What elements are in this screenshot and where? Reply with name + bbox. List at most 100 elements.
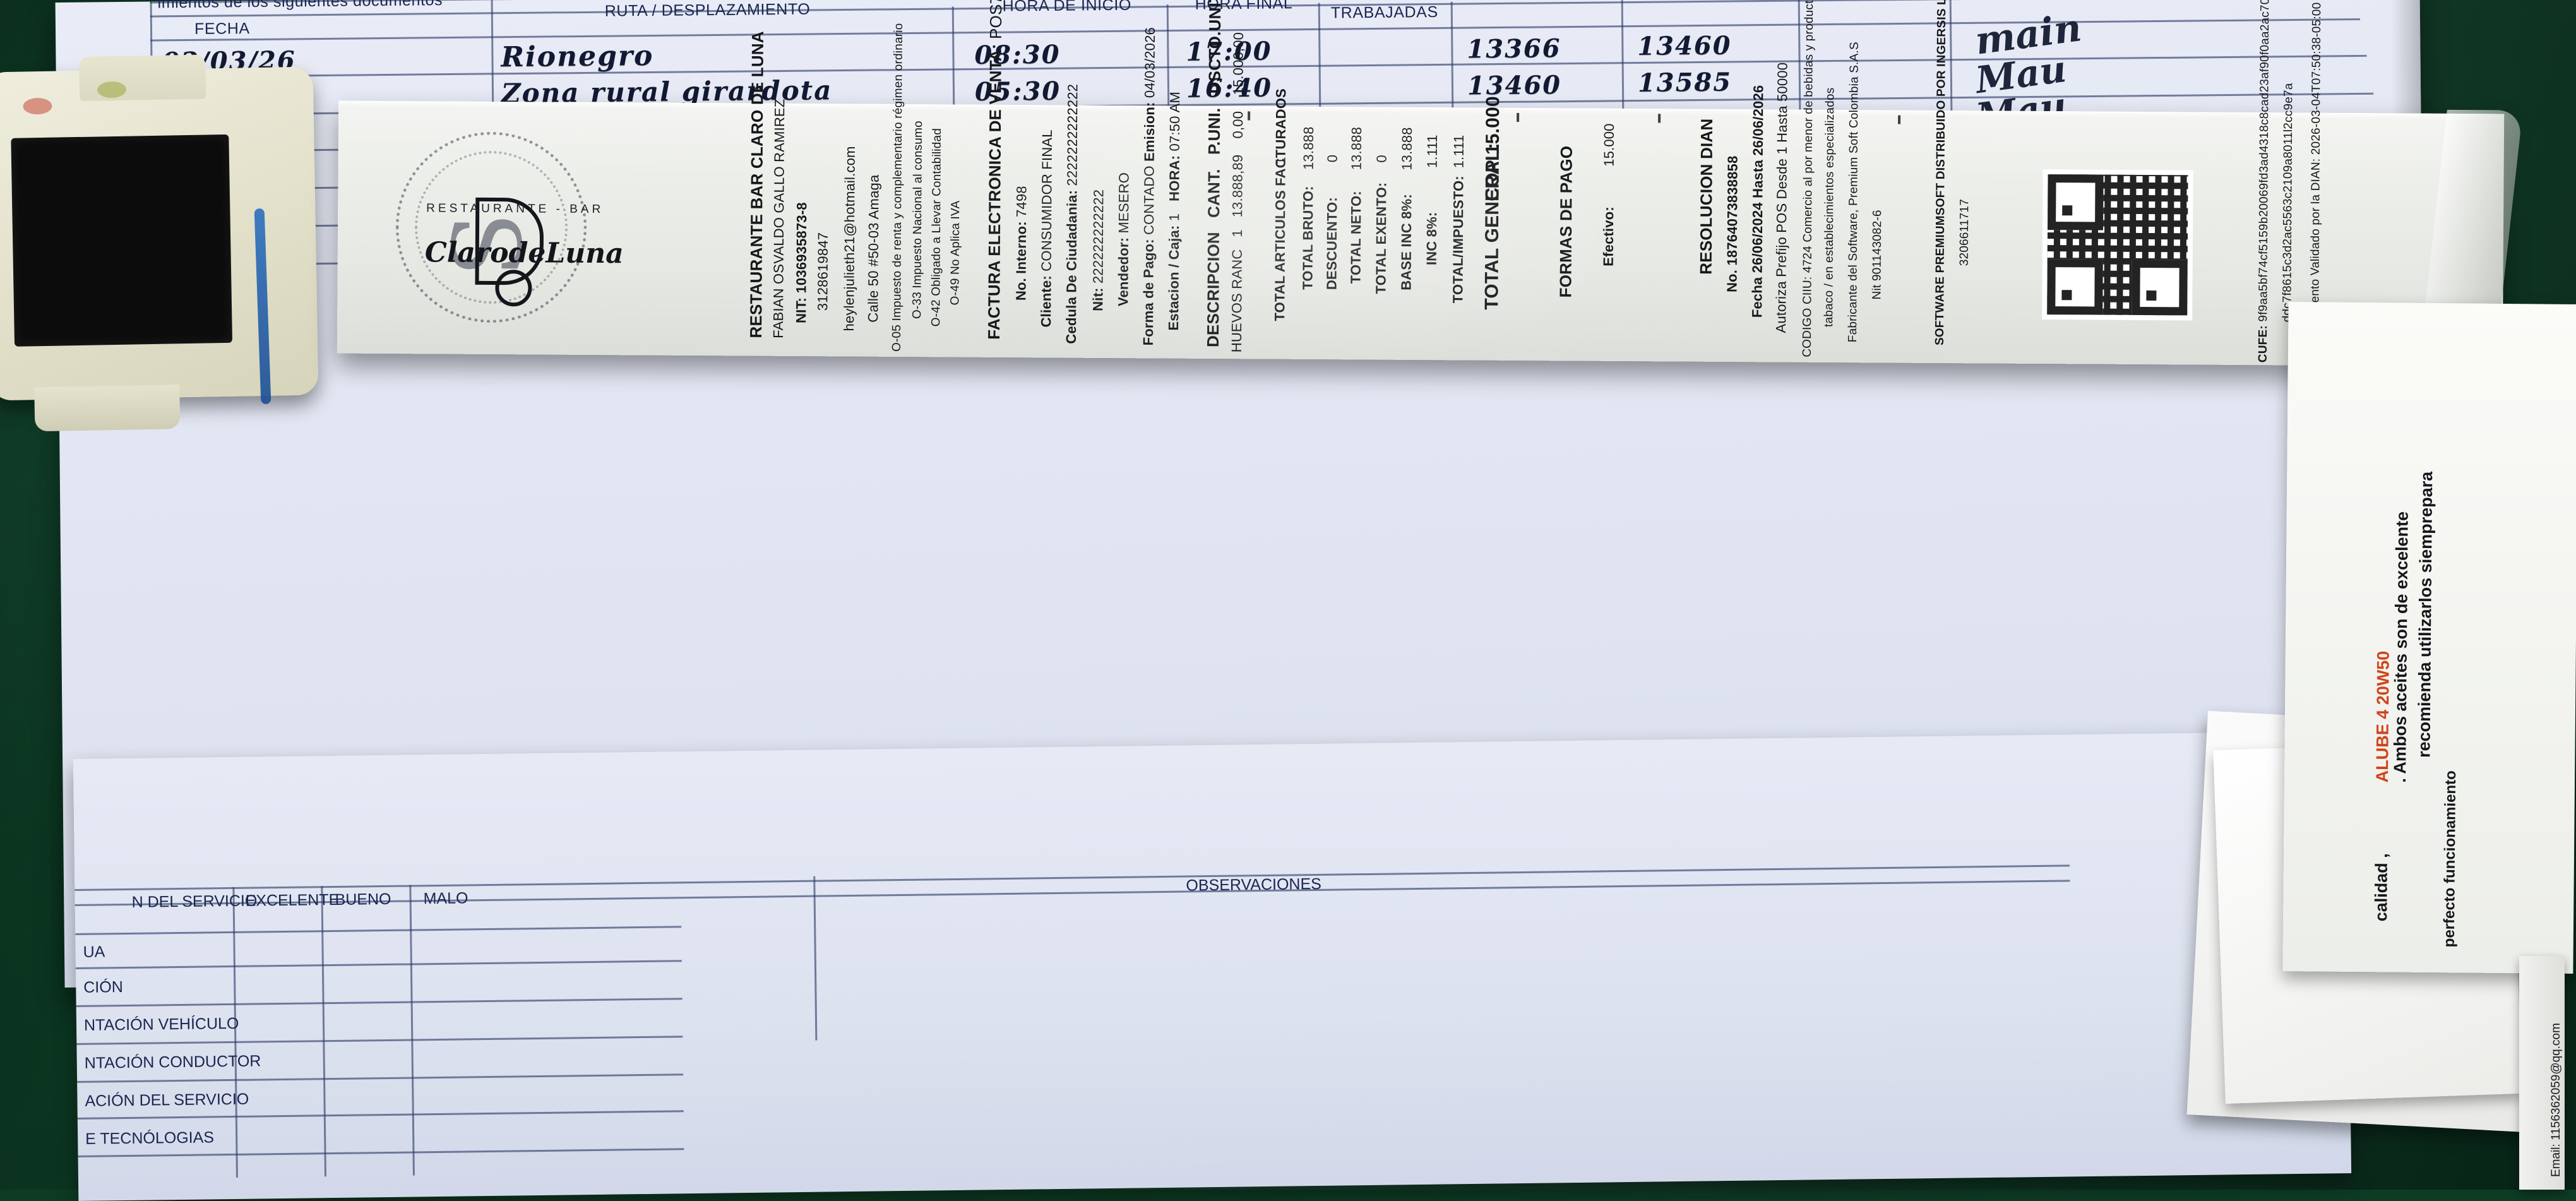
- logo-subtitle: RESTAURANTE - BAR: [426, 201, 604, 217]
- internal-number: No. Interno: 7498: [1013, 186, 1030, 301]
- eval-row-label: E TECNÓLOGIAS: [85, 1128, 215, 1148]
- software-maker: Fabricante del Software, Premium Soft Co…: [1846, 42, 1861, 343]
- payment-value: CONTADO: [1140, 165, 1157, 236]
- header-descripcion: DESCRIPCION: [1203, 232, 1224, 348]
- payment-value: 15.000: [1601, 123, 1618, 167]
- item-row: HUEVOS RANC 1 13.888,89 0,00 15.000,00: [1229, 32, 1247, 353]
- header-cant: CANT.: [1204, 169, 1224, 218]
- internal-value: 7498: [1013, 186, 1030, 218]
- qr-pattern: [2047, 174, 2188, 316]
- invoice-title: FACTURA ELECTRONICA DE VENTA: POS7498: [984, 0, 1006, 340]
- flyer-line-3: calidad ,: [2371, 853, 2392, 922]
- emission-label: Emision:: [1141, 102, 1158, 162]
- dashed-separator: [1896, 115, 1901, 358]
- flyer-line-2: recomienda utilizarlos siemprepara: [2414, 471, 2436, 758]
- dian-prefix: Autoriza Prefijo POS Desde 1 Hasta 50000: [1773, 62, 1791, 333]
- total-value: 13.888: [1348, 126, 1365, 170]
- internal-label: No. Interno:: [1013, 221, 1030, 301]
- qr-finder-bl: [2132, 259, 2188, 316]
- clipboard[interactable]: [0, 54, 319, 432]
- total-value: 0: [1373, 155, 1390, 163]
- table-line: [75, 960, 682, 969]
- payment-label: Forma de Pago:: [1140, 239, 1157, 346]
- items-header: DESCRIPCION CANT. P.UNI. DSCTO.UNIT. MON: [1203, 0, 1225, 347]
- nit-label: Nit:: [1090, 287, 1106, 311]
- regime-line: O-33 Impuesto Nacional al consumo: [910, 121, 926, 320]
- total-articulos-row: TOTAL ARTICULOS FACTURADOS: [1272, 88, 1289, 321]
- cell-km-inicial: 13460: [1467, 70, 1562, 101]
- cedula-value: 2222222222222: [1064, 83, 1081, 186]
- emission-value: 04/03/2026: [1142, 27, 1158, 99]
- distributor-phone: 3206611717: [1957, 198, 1972, 266]
- invoice-title-label: FACTURA ELECTRONICA DE VENTA:: [984, 44, 1005, 340]
- total-articulos-value: 1: [1272, 157, 1289, 165]
- pos-receipt: S ClarodeLuna RESTAURANTE - BAR RESTAURA…: [337, 0, 2523, 371]
- regime-line: O-49 No Aplica IVA: [948, 200, 963, 306]
- station-label: Estacion / Caja:: [1166, 225, 1183, 331]
- client-label: Cliente:: [1038, 275, 1054, 328]
- clipboard-foot: [34, 385, 181, 432]
- column-header-fecha: FECHA: [194, 20, 250, 38]
- eval-row-label: NTACIÓN CONDUCTOR: [84, 1052, 261, 1072]
- cedula-label: Cedula De Ciudadania:: [1063, 189, 1080, 344]
- rating-column-malo: MALO: [423, 889, 468, 908]
- qr-finder-tl: [2047, 259, 2103, 315]
- business-email: heylenjulieth21@hotmail.com: [841, 146, 858, 332]
- flyer-line-1: . Ambos aceites son de excelente: [2390, 511, 2412, 783]
- table-line: [77, 1110, 684, 1120]
- eval-row-label: UA: [83, 943, 105, 961]
- eval-row-label: CIÓN: [83, 978, 123, 996]
- promo-flyer: ALUBE 4 20W50 . Ambos aceites son de exc…: [2282, 302, 2576, 974]
- software-distributor: SOFTWARE PREMIUMSOFT DISTRIBUIDO POR ING…: [1933, 0, 1949, 346]
- eval-row-label: ACIÓN DEL SERVICIO: [85, 1090, 249, 1110]
- clipboard-clip[interactable]: [79, 54, 206, 101]
- total-label: TOTAL/IMPUESTO:: [1450, 176, 1467, 304]
- client-value: CONSUMIDOR FINAL: [1038, 129, 1055, 272]
- business-nit: NIT: 1036935873-8: [793, 202, 810, 324]
- logo-name: ClarodeLuna: [424, 236, 624, 270]
- cufe-line-1: CUFE: 9f9aa5bf74cf5159b20069fd3ad4318c8c…: [2257, 0, 2273, 362]
- table-line: [76, 1036, 683, 1045]
- tape-email: Email: 1156362059@qq.com: [2549, 1023, 2563, 1177]
- clipboard-plate: [11, 134, 233, 347]
- total-articulos-label: TOTAL ARTICULOS FACTURADOS: [1272, 88, 1289, 321]
- cufe-value-1: 9f9aa5bf74cf5159b20069fd3ad4318c8cad23af…: [2257, 0, 2272, 322]
- total-label: INC 8%:: [1423, 212, 1440, 266]
- vendor-label: Vendedor:: [1115, 237, 1131, 307]
- total-value: 1.111: [1424, 134, 1440, 169]
- station-value: 1: [1166, 213, 1183, 222]
- vendor-row: Vendedor: MESERO: [1115, 172, 1132, 306]
- total-label: TOTAL EXENTO:: [1373, 182, 1390, 294]
- observaciones-header: OBSERVACIONES: [1186, 875, 1322, 895]
- client-row: Cliente: CONSUMIDOR FINAL: [1038, 129, 1056, 327]
- tape-label: Email: 1156362059@qq.com: [2519, 956, 2565, 1190]
- table-line: [75, 864, 2070, 892]
- hour-value: 07:50 AM: [1166, 91, 1183, 152]
- payment-label: Efectivo:: [1600, 206, 1617, 266]
- hour-label: HORA:: [1166, 155, 1183, 201]
- grand-total-value: COP 15.000: [1482, 96, 1504, 201]
- dian-ciiu-line-2: tabaco / en establecimientos especializa…: [1822, 87, 1837, 328]
- cell-km-final: 13585: [1637, 67, 1732, 98]
- flyer-line-4: perfecto funcionamiento: [2440, 770, 2460, 948]
- invoice-number: POS7498: [986, 0, 1006, 40]
- business-address: Calle 50 #50-03 Amaga: [865, 174, 882, 323]
- cell-km-final: 13460: [1637, 30, 1732, 61]
- station-row: Estacion / Caja: 1 HORA: 07:50 AM: [1166, 92, 1183, 331]
- service-evaluation-sheet: N DEL SERVICIO EXCELENTE BUENO MALO OBSE…: [73, 731, 2352, 1201]
- item-descripcion: HUEVOS RANC: [1228, 249, 1245, 353]
- dashed-separator: [1656, 114, 1661, 357]
- cedula-row: Cedula De Ciudadania: 2222222222222: [1063, 84, 1082, 344]
- qr-code[interactable]: [2042, 169, 2193, 321]
- dashed-separator: [1246, 111, 1251, 354]
- table-line: [813, 876, 818, 1041]
- column-header-trabajadas: TRABAJADAS: [1330, 3, 1438, 22]
- cufe-line-2: ddc7f8615c3d2ac5563c2109a8011l2cc9e7a: [2281, 83, 2296, 323]
- paint-smudge: [23, 97, 52, 115]
- item-monto: 15.000,00: [1230, 32, 1246, 95]
- dian-dates: Fecha 26/06/2024 Hasta 26/06/2026: [1749, 85, 1767, 318]
- dian-number: No. 18764073838858: [1724, 155, 1741, 293]
- regime-line: O-42 Obligado a Llevar Contabilidad: [929, 128, 945, 327]
- cell-ruta: Rionegro: [501, 39, 654, 74]
